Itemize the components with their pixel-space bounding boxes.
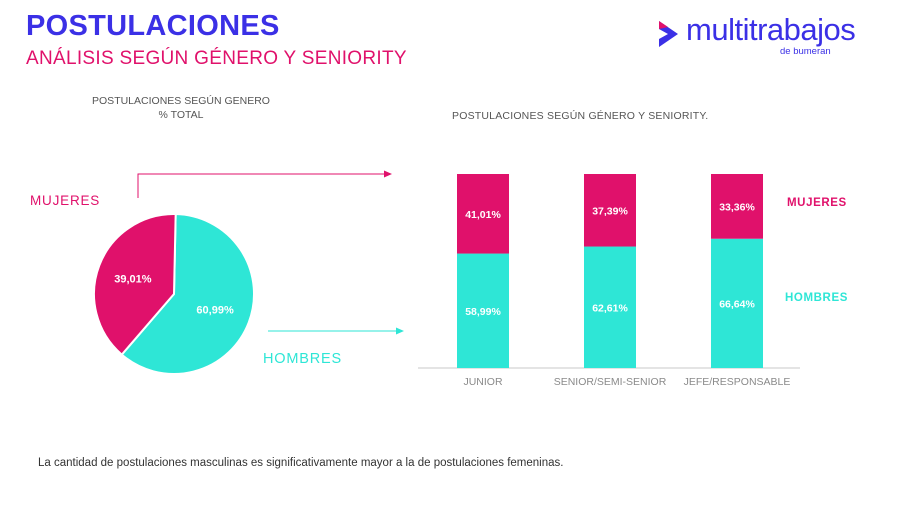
pie-slice-mujeres [93,213,177,357]
bar-data-label-mujeres-1: 37,39% [592,205,628,217]
pie-slice-hombres [120,212,255,375]
bar-hombres-0 [457,253,509,368]
bar-mujeres-0 [457,174,509,254]
x-tick-label-0: JUNIOR [463,376,503,388]
logo-chevron-icon [659,21,678,47]
brand-logo: multitrabajos de bumeran [652,12,892,64]
pie-data-label-hombres: 60,99% [196,305,234,317]
bar-chart-title: POSTULACIONES SEGÚN GÉNERO Y SENIORITY. [452,110,709,122]
bar-mujeres-1 [584,174,636,247]
connector-arrow-hombres [268,327,404,335]
pie-chart-title-line: POSTULACIONES SEGÚN GENERO [92,95,270,107]
pie-legend-hombres: HOMBRES [263,351,342,367]
connector-arrow-mujeres [137,170,392,198]
bar-data-label-mujeres-0: 41,01% [465,209,501,221]
page-subtitle: ANÁLISIS SEGÚN GÉNERO Y SENIORITY [26,48,407,69]
bar-data-label-mujeres-2: 33,36% [719,201,755,213]
stacked-bar-chart: 58,99% 41,01% JUNIOR 62,61% 37,39% SENIOR/SEM… [457,174,790,388]
page-title: POSTULACIONES [26,10,280,42]
bar-legend-hombres: HOMBRES [785,292,848,304]
pie-chart-title: POSTULACIONES SEGÚN GENERO % TOTAL [74,94,288,122]
pie-chart: 60,99% 39,01% [93,212,255,375]
pie-data-label-mujeres: 39,01% [114,273,152,285]
bar-hombres-1 [584,246,636,368]
bar-hombres-2 [711,238,763,368]
bar-legend-mujeres: MUJERES [787,197,847,209]
pie-chart-subtitle-line: % TOTAL [158,109,204,121]
logo-subtext: de bumeran [780,46,831,57]
x-tick-label-2: JEFE/RESPONSABLE [684,376,791,388]
bar-data-label-hombres-0: 58,99% [465,306,501,318]
footer-note: La cantidad de postulaciones masculinas … [38,457,564,469]
x-tick-label-1: SENIOR/SEMI-SENIOR [554,376,667,388]
logo-text: multitrabajos [686,12,856,47]
bar-mujeres-2 [711,174,763,239]
bar-data-label-hombres-1: 62,61% [592,302,628,314]
bar-data-label-hombres-2: 66,64% [719,298,755,310]
pie-legend-mujeres: MUJERES [30,193,100,208]
